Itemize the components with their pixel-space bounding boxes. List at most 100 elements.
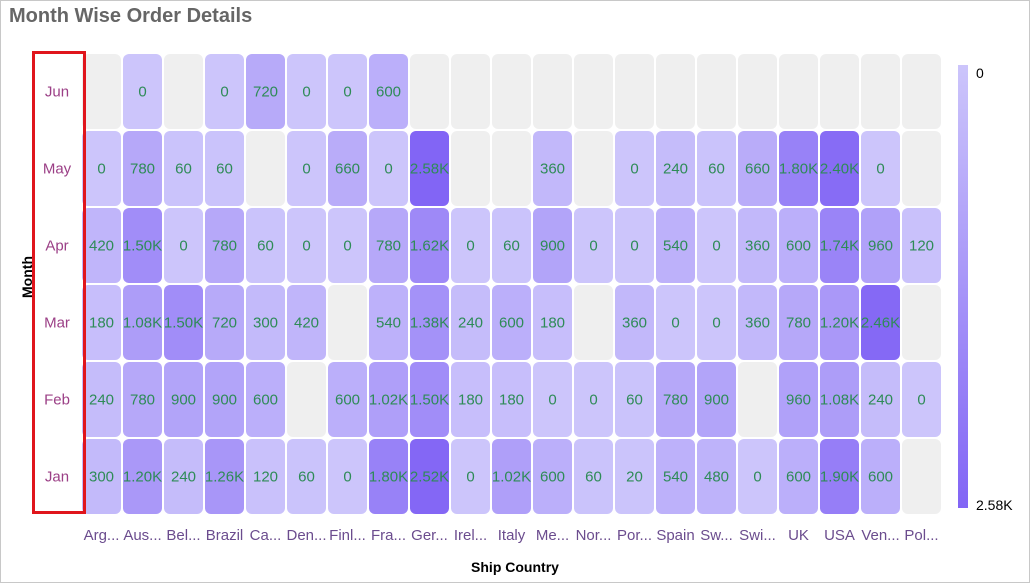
heatmap-cell[interactable] <box>738 208 777 283</box>
heatmap-cell[interactable] <box>902 208 941 283</box>
heatmap-cell[interactable] <box>82 208 121 283</box>
heatmap-cell[interactable] <box>656 439 695 514</box>
heatmap-cell[interactable] <box>738 54 777 129</box>
heatmap-cell[interactable] <box>656 285 695 360</box>
heatmap-cell[interactable] <box>656 54 695 129</box>
month-tick-label[interactable]: Jun <box>45 84 69 101</box>
heatmap-cell[interactable] <box>410 362 449 437</box>
heatmap-cell[interactable] <box>369 54 408 129</box>
heatmap-cell[interactable] <box>533 54 572 129</box>
heatmap-cell[interactable] <box>492 362 531 437</box>
month-tick-label[interactable]: Mar <box>44 315 70 332</box>
heatmap-cell[interactable] <box>820 131 859 206</box>
heatmap-cell[interactable] <box>492 208 531 283</box>
heatmap-cell[interactable] <box>164 439 203 514</box>
heatmap-cell[interactable] <box>902 362 941 437</box>
heatmap-cell[interactable] <box>246 54 285 129</box>
heatmap-cell[interactable] <box>246 362 285 437</box>
heatmap-cell[interactable] <box>123 54 162 129</box>
heatmap-cell[interactable] <box>451 285 490 360</box>
heatmap-cell[interactable] <box>492 54 531 129</box>
heatmap-cell[interactable] <box>533 285 572 360</box>
heatmap-cell[interactable] <box>82 439 121 514</box>
heatmap-cell[interactable] <box>410 285 449 360</box>
heatmap-cell[interactable] <box>164 285 203 360</box>
heatmap-cell[interactable] <box>82 54 121 129</box>
heatmap-cell[interactable] <box>820 439 859 514</box>
heatmap-cell[interactable] <box>615 54 654 129</box>
heatmap-cell[interactable] <box>615 285 654 360</box>
country-tick-label[interactable]: Ca... <box>250 527 282 544</box>
heatmap-cell[interactable] <box>656 362 695 437</box>
heatmap-cell[interactable] <box>164 131 203 206</box>
heatmap-cell[interactable] <box>492 131 531 206</box>
heatmap-cell[interactable] <box>164 54 203 129</box>
month-tick-label[interactable]: Jan <box>45 469 69 486</box>
country-tick-label[interactable]: Brazil <box>206 527 244 544</box>
heatmap-cell[interactable] <box>615 439 654 514</box>
country-tick-label[interactable]: Ven... <box>861 527 899 544</box>
heatmap-cell[interactable] <box>574 208 613 283</box>
heatmap-cell[interactable] <box>574 54 613 129</box>
country-tick-label[interactable]: Swi... <box>739 527 776 544</box>
heatmap-cell[interactable] <box>779 439 818 514</box>
country-tick-label[interactable]: Spain <box>656 527 694 544</box>
heatmap-cell[interactable] <box>123 439 162 514</box>
heatmap-cell[interactable] <box>861 54 900 129</box>
heatmap-cell[interactable] <box>369 208 408 283</box>
heatmap-cell[interactable] <box>533 208 572 283</box>
heatmap-cell[interactable] <box>328 131 367 206</box>
heatmap-cell[interactable] <box>902 54 941 129</box>
country-tick-label[interactable]: Arg... <box>84 527 120 544</box>
heatmap-cell[interactable] <box>779 54 818 129</box>
country-tick-label[interactable]: Bel... <box>166 527 200 544</box>
heatmap-cell[interactable] <box>615 131 654 206</box>
heatmap-cell[interactable] <box>246 439 285 514</box>
heatmap-cell[interactable] <box>410 54 449 129</box>
country-tick-label[interactable]: Aus... <box>123 527 161 544</box>
country-tick-label[interactable]: Fra... <box>371 527 406 544</box>
heatmap-cell[interactable] <box>410 439 449 514</box>
heatmap-cell[interactable] <box>82 285 121 360</box>
heatmap-cell[interactable] <box>451 54 490 129</box>
heatmap-cell[interactable] <box>656 208 695 283</box>
heatmap-cell[interactable] <box>123 131 162 206</box>
heatmap-cell[interactable] <box>205 54 244 129</box>
heatmap-cell[interactable] <box>615 362 654 437</box>
heatmap-cell[interactable] <box>287 131 326 206</box>
heatmap-cell[interactable] <box>287 439 326 514</box>
heatmap-cell[interactable] <box>820 208 859 283</box>
country-tick-label[interactable]: Ger... <box>411 527 448 544</box>
heatmap-cell[interactable] <box>328 208 367 283</box>
heatmap-cell[interactable] <box>738 439 777 514</box>
heatmap-cell[interactable] <box>287 285 326 360</box>
heatmap-cell[interactable] <box>410 131 449 206</box>
heatmap-cell[interactable] <box>697 208 736 283</box>
heatmap-cell[interactable] <box>697 439 736 514</box>
heatmap-cell[interactable] <box>123 362 162 437</box>
country-tick-label[interactable]: USA <box>824 527 855 544</box>
heatmap-cell[interactable] <box>369 285 408 360</box>
heatmap-cell[interactable] <box>697 285 736 360</box>
heatmap-cell[interactable] <box>205 285 244 360</box>
heatmap-cell[interactable] <box>451 362 490 437</box>
heatmap-cell[interactable] <box>369 131 408 206</box>
heatmap-cell[interactable] <box>287 54 326 129</box>
heatmap-cell[interactable] <box>820 362 859 437</box>
heatmap-cell[interactable] <box>451 208 490 283</box>
country-tick-label[interactable]: Me... <box>536 527 569 544</box>
month-tick-label[interactable]: May <box>43 161 72 178</box>
heatmap-cell[interactable] <box>328 54 367 129</box>
heatmap-cell[interactable] <box>779 131 818 206</box>
heatmap-cell[interactable] <box>492 439 531 514</box>
heatmap-cell[interactable] <box>533 362 572 437</box>
heatmap-cell[interactable] <box>287 208 326 283</box>
country-tick-label[interactable]: Sw... <box>700 527 733 544</box>
heatmap-cell[interactable] <box>123 208 162 283</box>
country-tick-label[interactable]: Finl... <box>329 527 366 544</box>
heatmap-cell[interactable] <box>779 208 818 283</box>
heatmap-cell[interactable] <box>533 439 572 514</box>
heatmap-cell[interactable] <box>861 131 900 206</box>
heatmap-cell[interactable] <box>328 439 367 514</box>
heatmap-cell[interactable] <box>820 54 859 129</box>
